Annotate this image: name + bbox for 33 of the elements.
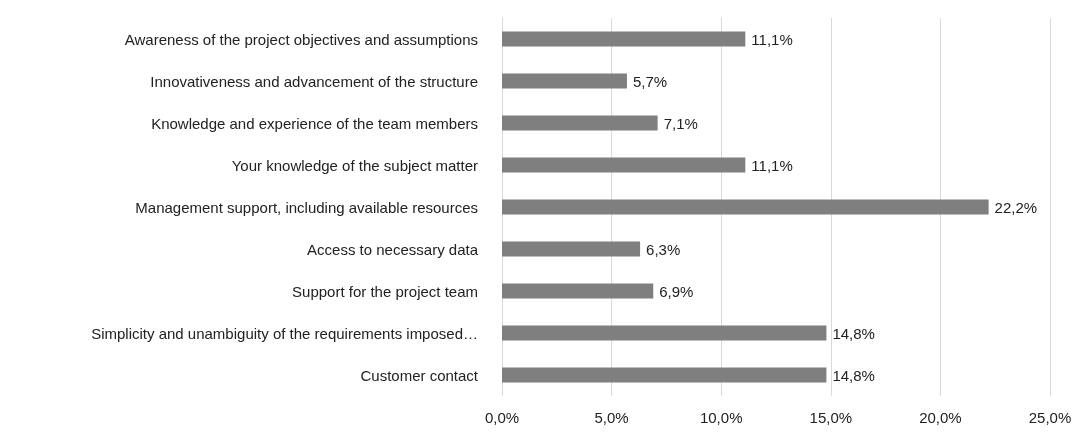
y-tick-label: Management support, including available resources bbox=[135, 198, 478, 216]
data-label: 14,8% bbox=[832, 366, 875, 384]
x-tick-label: 20,0% bbox=[919, 409, 962, 426]
bar bbox=[502, 115, 658, 131]
bar bbox=[502, 31, 746, 47]
data-label: 14,8% bbox=[832, 324, 875, 342]
y-tick-label: Support for the project team bbox=[292, 282, 478, 300]
bar bbox=[502, 199, 989, 215]
bar bbox=[502, 283, 654, 299]
y-tick-label: Simplicity and unambiguity of the requirements imposed… bbox=[91, 324, 478, 342]
y-tick-label: Knowledge and experience of the team members bbox=[151, 114, 478, 132]
x-tick-label: 5,0% bbox=[594, 409, 629, 426]
bar bbox=[502, 325, 827, 341]
bar bbox=[502, 241, 641, 257]
bar bbox=[502, 73, 627, 89]
x-tick-label: 25,0% bbox=[1028, 409, 1072, 426]
data-label: 7,1% bbox=[663, 114, 698, 132]
data-label: 6,9% bbox=[659, 282, 694, 300]
data-label: 11,1% bbox=[751, 156, 793, 174]
data-label: 6,3% bbox=[646, 240, 681, 258]
x-tick-label: 0,0% bbox=[484, 409, 520, 426]
x-tick-label: 15,0% bbox=[809, 409, 853, 426]
y-tick-label: Innovativeness and advancement of the structure bbox=[150, 72, 478, 90]
y-tick-label: Awareness of the project objectives and assumptions bbox=[124, 30, 478, 48]
y-tick-label: Your knowledge of the subject matter bbox=[231, 156, 478, 174]
bar bbox=[502, 367, 827, 383]
data-label: 22,2% bbox=[994, 198, 1038, 216]
data-label: 11,1% bbox=[751, 30, 793, 48]
bar bbox=[502, 157, 746, 173]
x-tick-label: 10,0% bbox=[699, 409, 743, 426]
data-label: 5,7% bbox=[632, 72, 668, 90]
y-tick-label: Access to necessary data bbox=[307, 240, 479, 258]
y-tick-label: Customer contact bbox=[360, 366, 479, 384]
